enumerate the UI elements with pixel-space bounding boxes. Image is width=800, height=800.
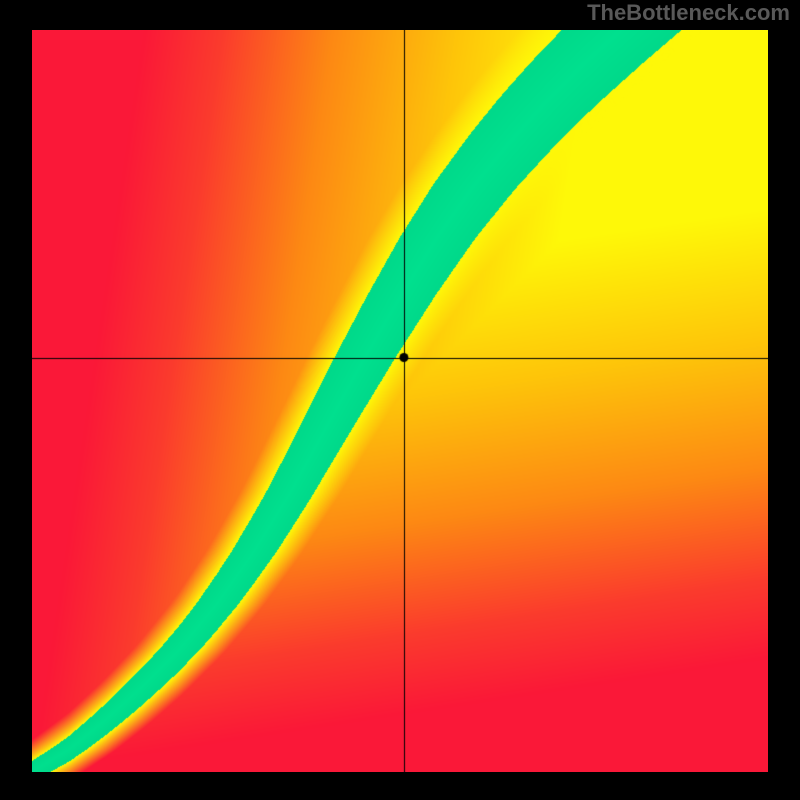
bottleneck-figure: TheBottleneck.com — [0, 0, 800, 800]
watermark-text: TheBottleneck.com — [587, 0, 790, 26]
heatmap-canvas — [32, 30, 768, 772]
